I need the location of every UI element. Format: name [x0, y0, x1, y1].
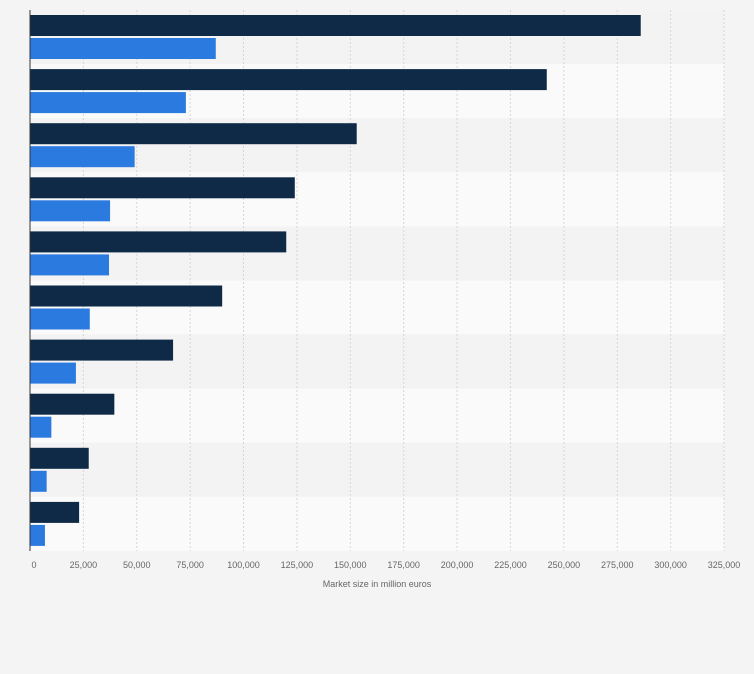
x-axis-title: Market size in million euros — [323, 579, 432, 589]
bar-series-1[interactable] — [30, 69, 547, 91]
category-bands — [30, 10, 724, 551]
category-band — [30, 442, 724, 497]
x-tick-label: 250,000 — [548, 560, 581, 570]
category-band — [30, 388, 724, 443]
bar-series-1[interactable] — [30, 447, 89, 469]
x-axis-ticks: 0 25,000 50,000 75,000 100,000 125,000 150,000… — [31, 560, 740, 570]
bar-series-2[interactable] — [30, 254, 110, 276]
bar-series-2[interactable] — [30, 416, 52, 438]
bar-series-2[interactable] — [30, 92, 186, 114]
bar-series-1[interactable] — [30, 177, 295, 199]
x-tick-label: 275,000 — [601, 560, 634, 570]
bar-series-2[interactable] — [30, 38, 216, 59]
x-tick-label: 100,000 — [227, 560, 260, 570]
bar-series-2[interactable] — [30, 308, 90, 330]
x-tick-label: 25,000 — [70, 560, 98, 570]
bar-series-2[interactable] — [30, 470, 47, 492]
x-tick-label: 225,000 — [494, 560, 527, 570]
bar-series-2[interactable] — [30, 146, 135, 168]
x-tick-label: 200,000 — [441, 560, 474, 570]
bar-series-2[interactable] — [30, 524, 45, 546]
x-tick-label: 300,000 — [654, 560, 687, 570]
bar-series-1[interactable] — [30, 123, 357, 145]
x-tick-label: 175,000 — [387, 560, 420, 570]
x-tick-label: 50,000 — [123, 560, 151, 570]
bar-series-1[interactable] — [30, 285, 223, 307]
bar-series-1[interactable] — [30, 231, 287, 253]
x-tick-label: 125,000 — [281, 560, 314, 570]
bar-series-1[interactable] — [30, 339, 174, 361]
x-tick-label: 0 — [31, 560, 36, 570]
x-tick-label: 75,000 — [176, 560, 204, 570]
bar-series-2[interactable] — [30, 200, 111, 222]
bar-series-1[interactable] — [30, 393, 115, 415]
bar-series-1[interactable] — [30, 15, 641, 36]
category-band — [30, 496, 724, 551]
bars — [30, 15, 641, 546]
x-tick-label: 325,000 — [708, 560, 741, 570]
bar-series-2[interactable] — [30, 362, 76, 384]
bar-series-1[interactable] — [30, 501, 80, 523]
x-tick-label: 150,000 — [334, 560, 367, 570]
